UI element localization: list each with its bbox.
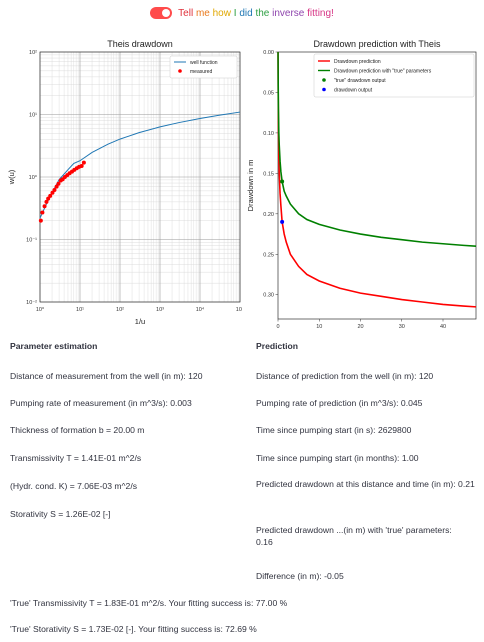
measured-point	[48, 193, 53, 198]
measured-point	[52, 187, 57, 192]
toggle-row[interactable]: Tell me how I did the inverse fitting!	[0, 4, 484, 22]
legend-drawdown-output-label: drawdown output	[334, 88, 373, 94]
legend-measured-swatch	[178, 69, 182, 73]
x-tick-label: 10³	[156, 307, 164, 313]
measured-point	[79, 163, 84, 168]
toggle-label-word: the	[255, 7, 273, 19]
x-axis-label: 1/u	[135, 317, 145, 326]
legend-true-drawdown-output-label: "true" drawdown output	[334, 78, 386, 84]
x-tick-label: 10	[316, 324, 322, 330]
toggle-label-word: how	[212, 7, 234, 19]
measured-point	[81, 160, 86, 165]
toggle-label-word: inverse	[272, 7, 308, 19]
time-since-start-months: Time since pumping start (in months): 1.…	[256, 453, 419, 463]
toggle-knob	[162, 9, 171, 17]
toggle-label-word: Tell	[178, 7, 196, 19]
measured-point	[42, 204, 47, 209]
y-tick-label: 10²	[29, 50, 37, 56]
y-tick-label: 10¹	[29, 113, 37, 119]
parameter-estimation-section: Parameter estimation Distance of measure…	[10, 340, 240, 580]
measured-point	[46, 196, 51, 201]
y-tick-label: 0.30	[263, 293, 274, 299]
legend-drawdown-output-swatch	[322, 87, 326, 92]
predicted-drawdown-true: Predicted drawdown ...(in m) with 'true'…	[256, 525, 452, 547]
y-tick-label: 0.25	[263, 252, 274, 258]
y-axis-label: Drawdown in m	[246, 160, 255, 212]
x-tick-label: 10⁰	[36, 306, 45, 313]
legend-well-function-label: well function	[190, 60, 218, 66]
y-tick-label: 10⁻¹	[26, 238, 37, 244]
storativity: Storativity S = 1.26E-02 [-]	[10, 509, 111, 519]
drawdown-difference: Difference (in m): -0.05	[256, 571, 344, 581]
y-tick-label: 10⁻²	[26, 300, 37, 306]
measurement-pumping-rate: Pumping rate of measurement (in m^3/s): …	[10, 398, 192, 408]
theis-drawdown-chart: 10⁰ 10¹ 10² 10³ 10⁴ 10⁵ 10⁻² 10⁻¹ 10⁰ 10¹ 10² Theis…	[7, 39, 242, 326]
prediction-pumping-rate: Pumping rate of prediction (in m^3/s): 0…	[256, 398, 423, 408]
time-since-start-seconds: Time since pumping start (in s): 2629800	[256, 425, 412, 435]
x-tick-label: 20	[357, 324, 363, 330]
y-tick-label: 0.15	[263, 171, 274, 177]
legend: well function measured	[169, 55, 238, 79]
legend-prediction-label: Drawdown prediction	[334, 59, 381, 65]
drawdown-point	[280, 219, 285, 224]
formation-thickness: Thickness of formation b = 20.00 m	[10, 425, 145, 435]
parameter-estimation-heading: Parameter estimation	[10, 341, 98, 351]
true-prediction-line	[277, 51, 477, 247]
y-tick-label: 0.20	[263, 212, 274, 218]
measurement-distance: Distance of measurement from the well (i…	[10, 371, 203, 381]
y-tick-label: 10⁰	[29, 174, 38, 181]
prediction-heading: Prediction	[256, 341, 299, 351]
measured-point	[54, 184, 59, 189]
true-drawdown-point	[280, 179, 285, 184]
hydraulic-conductivity: (Hydr. cond. K) = 7.06E-03 m^2/s	[10, 481, 138, 491]
true-storativity-result: 'True' Storativity S = 1.73E-02 [-]. You…	[10, 624, 257, 634]
chart-title: Theis drawdown	[107, 39, 173, 49]
measured-point	[44, 199, 49, 204]
legend: Drawdown prediction Drawdown prediction w…	[313, 53, 475, 98]
x-tick-label: 30	[399, 324, 405, 330]
prediction-section: Prediction Distance of prediction from t…	[256, 340, 478, 600]
y-axis-label: w(u)	[7, 169, 16, 185]
toggle-label[interactable]: Tell me how I did the inverse fitting!	[178, 8, 334, 19]
legend-box	[313, 53, 475, 98]
x-tick-label: 10⁵	[236, 306, 242, 313]
measured-point	[56, 181, 61, 186]
legend-measured-label: measured	[190, 69, 212, 75]
y-tick-label: 0.05	[263, 90, 274, 96]
transmissivity: Transmissivity T = 1.41E-01 m^2/s	[10, 453, 142, 463]
x-tick-label: 10¹	[76, 307, 84, 313]
plot-frame	[39, 51, 241, 303]
x-tick-label: 10⁴	[196, 306, 205, 313]
legend-true-prediction-label: Drawdown prediction with "true" paramete…	[334, 69, 432, 75]
prediction-distance: Distance of prediction from the well (in…	[256, 371, 434, 381]
prediction-line	[277, 51, 477, 308]
measured-point	[40, 210, 45, 215]
toggle-label-word: I	[233, 7, 240, 19]
predicted-drawdown: Predicted drawdown at this distance and …	[256, 479, 475, 489]
toggle-label-word: did	[239, 7, 256, 19]
x-tick-label: 10²	[116, 307, 124, 313]
toggle-label-word: fitting!	[307, 7, 334, 19]
toggle-label-word: me	[195, 7, 213, 19]
x-tick-label: 40	[440, 324, 446, 330]
toggle-switch[interactable]	[150, 7, 173, 19]
measured-point	[50, 190, 55, 195]
y-tick-label: 0.00	[263, 50, 274, 56]
chart-title: Drawdown prediction with Theis	[314, 39, 441, 49]
measured-point	[38, 218, 43, 223]
drawdown-prediction-chart: 0 10 20 30 40 0.00 0.05 0.10 0.15 0.20 0.25 0.30 Dra…	[246, 39, 477, 330]
true-transmissivity-result: 'True' Transmissivity T = 1.83E-01 m^2/s…	[10, 598, 288, 608]
legend-true-drawdown-output-swatch	[322, 78, 326, 82]
y-tick-label: 0.10	[263, 131, 274, 137]
legend-box	[169, 55, 238, 79]
x-tick-label: 0	[276, 324, 279, 330]
